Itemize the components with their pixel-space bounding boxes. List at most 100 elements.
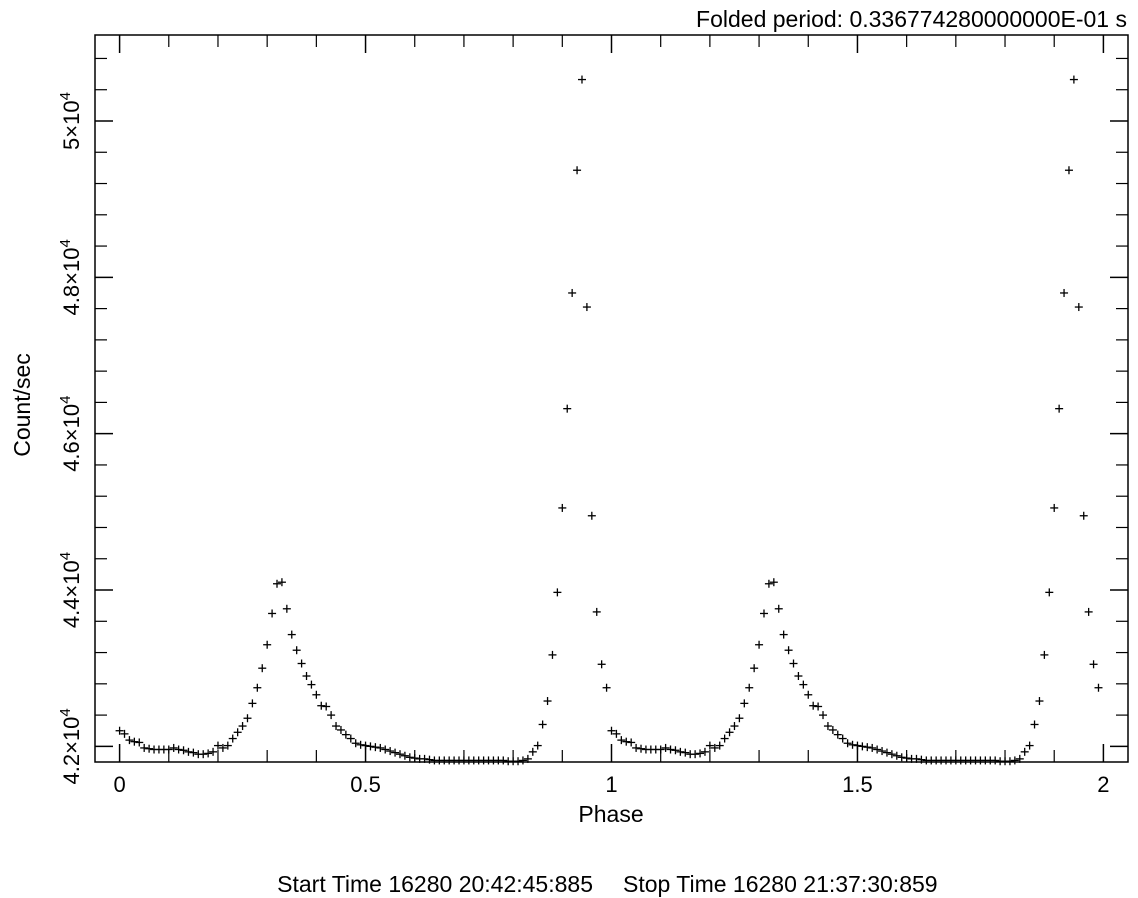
data-point: [213, 741, 222, 750]
data-point: [828, 725, 837, 734]
data-point: [400, 751, 409, 760]
data-point: [499, 756, 508, 765]
x-axis-label: Phase: [578, 801, 643, 827]
data-point: [248, 699, 257, 708]
y-tick-label: 4.4×104: [57, 552, 84, 628]
data-point: [873, 745, 882, 754]
stop-time-label: Stop Time 16280 21:37:30:859: [623, 871, 938, 897]
data-point: [720, 734, 729, 743]
data-point: [297, 659, 306, 668]
data-point: [1089, 660, 1098, 669]
data-point: [637, 744, 646, 753]
data-point: [1079, 511, 1088, 520]
data-point: [661, 743, 670, 752]
data-point: [174, 745, 183, 754]
data-point: [897, 753, 906, 762]
data-point: [764, 579, 773, 588]
data-point: [1055, 404, 1064, 413]
data-point: [179, 746, 188, 755]
data-point: [612, 729, 621, 738]
data-point: [135, 738, 144, 747]
y-axis-label: Count/sec: [9, 353, 35, 457]
data-point: [302, 672, 311, 681]
data-point: [273, 579, 282, 588]
data-point: [1015, 754, 1024, 763]
data-point: [351, 739, 360, 748]
data-point: [715, 741, 724, 750]
data-point: [125, 736, 134, 745]
data-point: [700, 747, 709, 756]
data-point: [366, 742, 375, 751]
data-point: [268, 609, 277, 618]
data-point: [991, 756, 1000, 765]
data-point: [568, 288, 577, 297]
data-point: [1040, 650, 1049, 659]
x-tick-label: 0.5: [350, 772, 381, 797]
data-point: [514, 757, 523, 766]
data-point: [833, 730, 842, 739]
data-point: [199, 750, 208, 759]
data-point: [228, 734, 237, 743]
data-point: [848, 740, 857, 749]
data-point: [287, 630, 296, 639]
data-point: [607, 726, 616, 735]
data-point: [1010, 756, 1019, 765]
data-point: [597, 660, 606, 669]
data-point: [1045, 588, 1054, 597]
data-point: [725, 728, 734, 737]
data-point: [341, 730, 350, 739]
data-point: [307, 680, 316, 689]
data-points: [115, 75, 1103, 766]
data-point: [666, 745, 675, 754]
data-point: [582, 303, 591, 312]
data-point: [538, 720, 547, 729]
data-point: [622, 737, 631, 746]
data-point: [799, 680, 808, 689]
data-point: [558, 503, 567, 512]
data-point: [218, 743, 227, 752]
data-point: [223, 741, 232, 750]
data-point: [730, 722, 739, 731]
data-point: [189, 748, 198, 757]
data-point: [691, 750, 700, 759]
data-point: [253, 683, 262, 692]
data-point: [209, 747, 218, 756]
x-tick-label: 2: [1097, 772, 1109, 797]
data-point: [1094, 683, 1103, 692]
data-point: [656, 745, 665, 754]
data-point: [868, 743, 877, 752]
data-point: [381, 745, 390, 754]
data-point: [592, 607, 601, 616]
data-point: [794, 672, 803, 681]
data-point: [823, 722, 832, 731]
data-point: [371, 743, 380, 752]
data-point: [843, 739, 852, 748]
data-point: [553, 588, 562, 597]
x-tick-label: 1.5: [842, 772, 873, 797]
data-point: [1030, 720, 1039, 729]
data-point: [755, 640, 764, 649]
start-time-label: Start Time 16280 20:42:45:885: [277, 871, 593, 897]
data-point: [627, 738, 636, 747]
x-tick-label: 0: [113, 772, 125, 797]
data-point: [425, 755, 434, 764]
data-point: [710, 743, 719, 752]
data-point: [632, 743, 641, 752]
data-point: [263, 640, 272, 649]
data-point: [548, 650, 557, 659]
data-point: [858, 742, 867, 751]
data-point: [346, 734, 355, 743]
data-point: [238, 722, 247, 731]
data-point: [774, 604, 783, 613]
data-point: [740, 699, 749, 708]
data-point: [1069, 75, 1078, 84]
data-point: [1074, 303, 1083, 312]
data-point: [676, 747, 685, 756]
data-point: [789, 659, 798, 668]
data-point: [243, 714, 252, 723]
y-tick-label: 5×104: [57, 92, 84, 150]
data-point: [587, 511, 596, 520]
data-point: [902, 754, 911, 763]
data-point: [518, 756, 527, 765]
data-point: [169, 743, 178, 752]
